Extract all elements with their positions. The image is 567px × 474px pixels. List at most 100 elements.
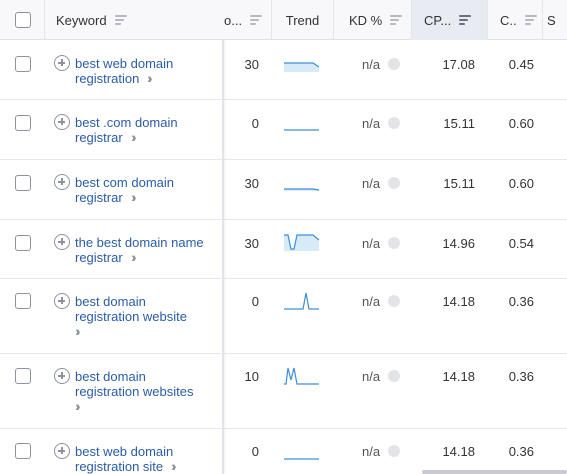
plus-circle-icon[interactable] <box>54 234 70 250</box>
row-checkbox[interactable] <box>15 175 31 191</box>
trend-cell <box>271 429 333 474</box>
double-chevron-right-icon[interactable]: ›› <box>131 249 136 265</box>
row-checkbox[interactable] <box>15 368 31 384</box>
volume-value: 10 <box>244 369 259 384</box>
column-header-trend-label: Trend <box>285 12 320 28</box>
kd-indicator-dot <box>388 445 400 457</box>
double-chevron-right-icon[interactable]: ›› <box>131 129 136 145</box>
volume-cell: 0 <box>224 100 271 159</box>
competition-cell: 0.36 <box>487 279 542 353</box>
kd-value: n/a <box>362 57 381 72</box>
sort-icon[interactable] <box>390 15 403 25</box>
volume-cell: 30 <box>224 41 271 99</box>
column-header-keyword[interactable]: Keyword <box>44 0 222 40</box>
cpc-cell: 15.11 <box>411 100 487 159</box>
keyword-link[interactable]: best domain registration website <box>75 294 187 324</box>
row-checkbox[interactable] <box>15 235 31 251</box>
column-header-cpc[interactable]: CP... <box>411 0 487 40</box>
row-checkbox[interactable] <box>15 293 31 309</box>
kd-value: n/a <box>362 116 381 131</box>
double-chevron-right-icon[interactable]: ›› <box>75 398 80 414</box>
column-header-trend[interactable]: Trend <box>271 0 333 40</box>
kd-cell: n/a <box>333 279 411 353</box>
trend-sparkline <box>284 129 319 131</box>
keyword-link[interactable]: best .com domain registrar <box>75 115 178 145</box>
sort-active-icon[interactable] <box>459 15 472 25</box>
column-header-kd-label: KD % <box>349 12 383 28</box>
row-checkbox[interactable] <box>15 56 31 72</box>
trend-sparkline <box>284 62 320 72</box>
cpc-value: 17.08 <box>442 57 475 72</box>
column-header-kd[interactable]: KD % <box>333 0 411 40</box>
volume-cell: 30 <box>224 220 271 278</box>
keyword-link[interactable]: best com domain registrar <box>75 175 174 205</box>
double-chevron-right-icon[interactable]: ›› <box>75 323 80 339</box>
row-select-cell <box>0 41 44 99</box>
volume-cell: 10 <box>224 354 271 428</box>
table-header: Keyword o... Trend KD % CP... C.. S <box>0 0 567 40</box>
kd-indicator-dot <box>388 237 400 249</box>
kd-cell: n/a <box>333 429 411 474</box>
plus-circle-icon[interactable] <box>54 174 70 190</box>
trend-sparkline <box>284 458 319 460</box>
horizontal-scrollbar[interactable] <box>422 470 567 474</box>
column-header-serp[interactable]: S <box>542 0 567 40</box>
double-chevron-right-icon[interactable]: ›› <box>171 458 176 474</box>
volume-value: 0 <box>251 116 259 131</box>
volume-value: 30 <box>244 236 259 251</box>
plus-circle-icon[interactable] <box>54 443 70 459</box>
cpc-cell: 17.08 <box>411 41 487 99</box>
row-select-cell <box>0 220 44 278</box>
competition-cell: 0.45 <box>487 41 542 99</box>
sort-icon[interactable] <box>114 15 127 25</box>
kd-indicator-dot <box>388 117 400 129</box>
sort-icon[interactable] <box>524 15 537 25</box>
kd-indicator-dot <box>388 295 400 307</box>
trend-cell <box>271 41 333 99</box>
column-header-serp-label: S <box>547 12 556 28</box>
row-select-cell <box>0 279 44 353</box>
row-checkbox[interactable] <box>15 115 31 131</box>
plus-circle-icon[interactable] <box>54 368 70 384</box>
keyword-cell: best .com domain registrar ›› <box>44 100 222 159</box>
volume-cell: 0 <box>224 279 271 353</box>
kd-indicator-dot <box>388 177 400 189</box>
keyword-cell: best web domain registration site ›› <box>44 429 222 474</box>
keyword-link[interactable]: best web domain registration <box>75 56 174 86</box>
double-chevron-right-icon[interactable]: ›› <box>147 70 153 86</box>
row-select-cell <box>0 354 44 428</box>
keyword-link[interactable]: the best domain name registrar <box>75 235 204 265</box>
cpc-value: 14.96 <box>442 236 475 251</box>
kd-cell: n/a <box>333 220 411 278</box>
column-header-competition[interactable]: C.. <box>487 0 542 40</box>
competition-cell: 0.54 <box>487 220 542 278</box>
select-all-checkbox[interactable] <box>15 12 31 28</box>
select-all-cell <box>0 0 44 40</box>
sort-icon[interactable] <box>250 15 263 25</box>
table-row: best web domain registration ›› 30 n/a 17… <box>0 41 567 100</box>
cpc-cell: 15.11 <box>411 160 487 219</box>
plus-circle-icon[interactable] <box>54 55 70 71</box>
trend-sparkline <box>284 292 319 310</box>
cpc-value: 15.11 <box>443 116 475 131</box>
plus-circle-icon[interactable] <box>54 293 70 309</box>
competition-value: 0.60 <box>508 176 534 191</box>
cpc-value: 15.11 <box>443 176 475 191</box>
column-header-cpc-label: CP... <box>424 12 452 28</box>
keyword-link[interactable]: best domain registration websites <box>75 369 194 399</box>
double-chevron-right-icon[interactable]: ›› <box>131 189 136 205</box>
kd-value: n/a <box>362 294 381 309</box>
cpc-value: 14.18 <box>442 294 475 309</box>
competition-cell: 0.36 <box>487 354 542 428</box>
kd-value: n/a <box>362 444 381 459</box>
plus-circle-icon[interactable] <box>54 114 70 130</box>
keyword-link[interactable]: best web domain registration site <box>75 444 174 474</box>
competition-value: 0.36 <box>508 369 534 384</box>
row-checkbox[interactable] <box>15 443 31 459</box>
trend-sparkline <box>284 188 320 191</box>
trend-cell <box>271 279 333 353</box>
trend-sparkline <box>284 234 320 251</box>
volume-cell: 0 <box>224 429 271 474</box>
column-header-volume[interactable]: o... <box>224 0 271 40</box>
